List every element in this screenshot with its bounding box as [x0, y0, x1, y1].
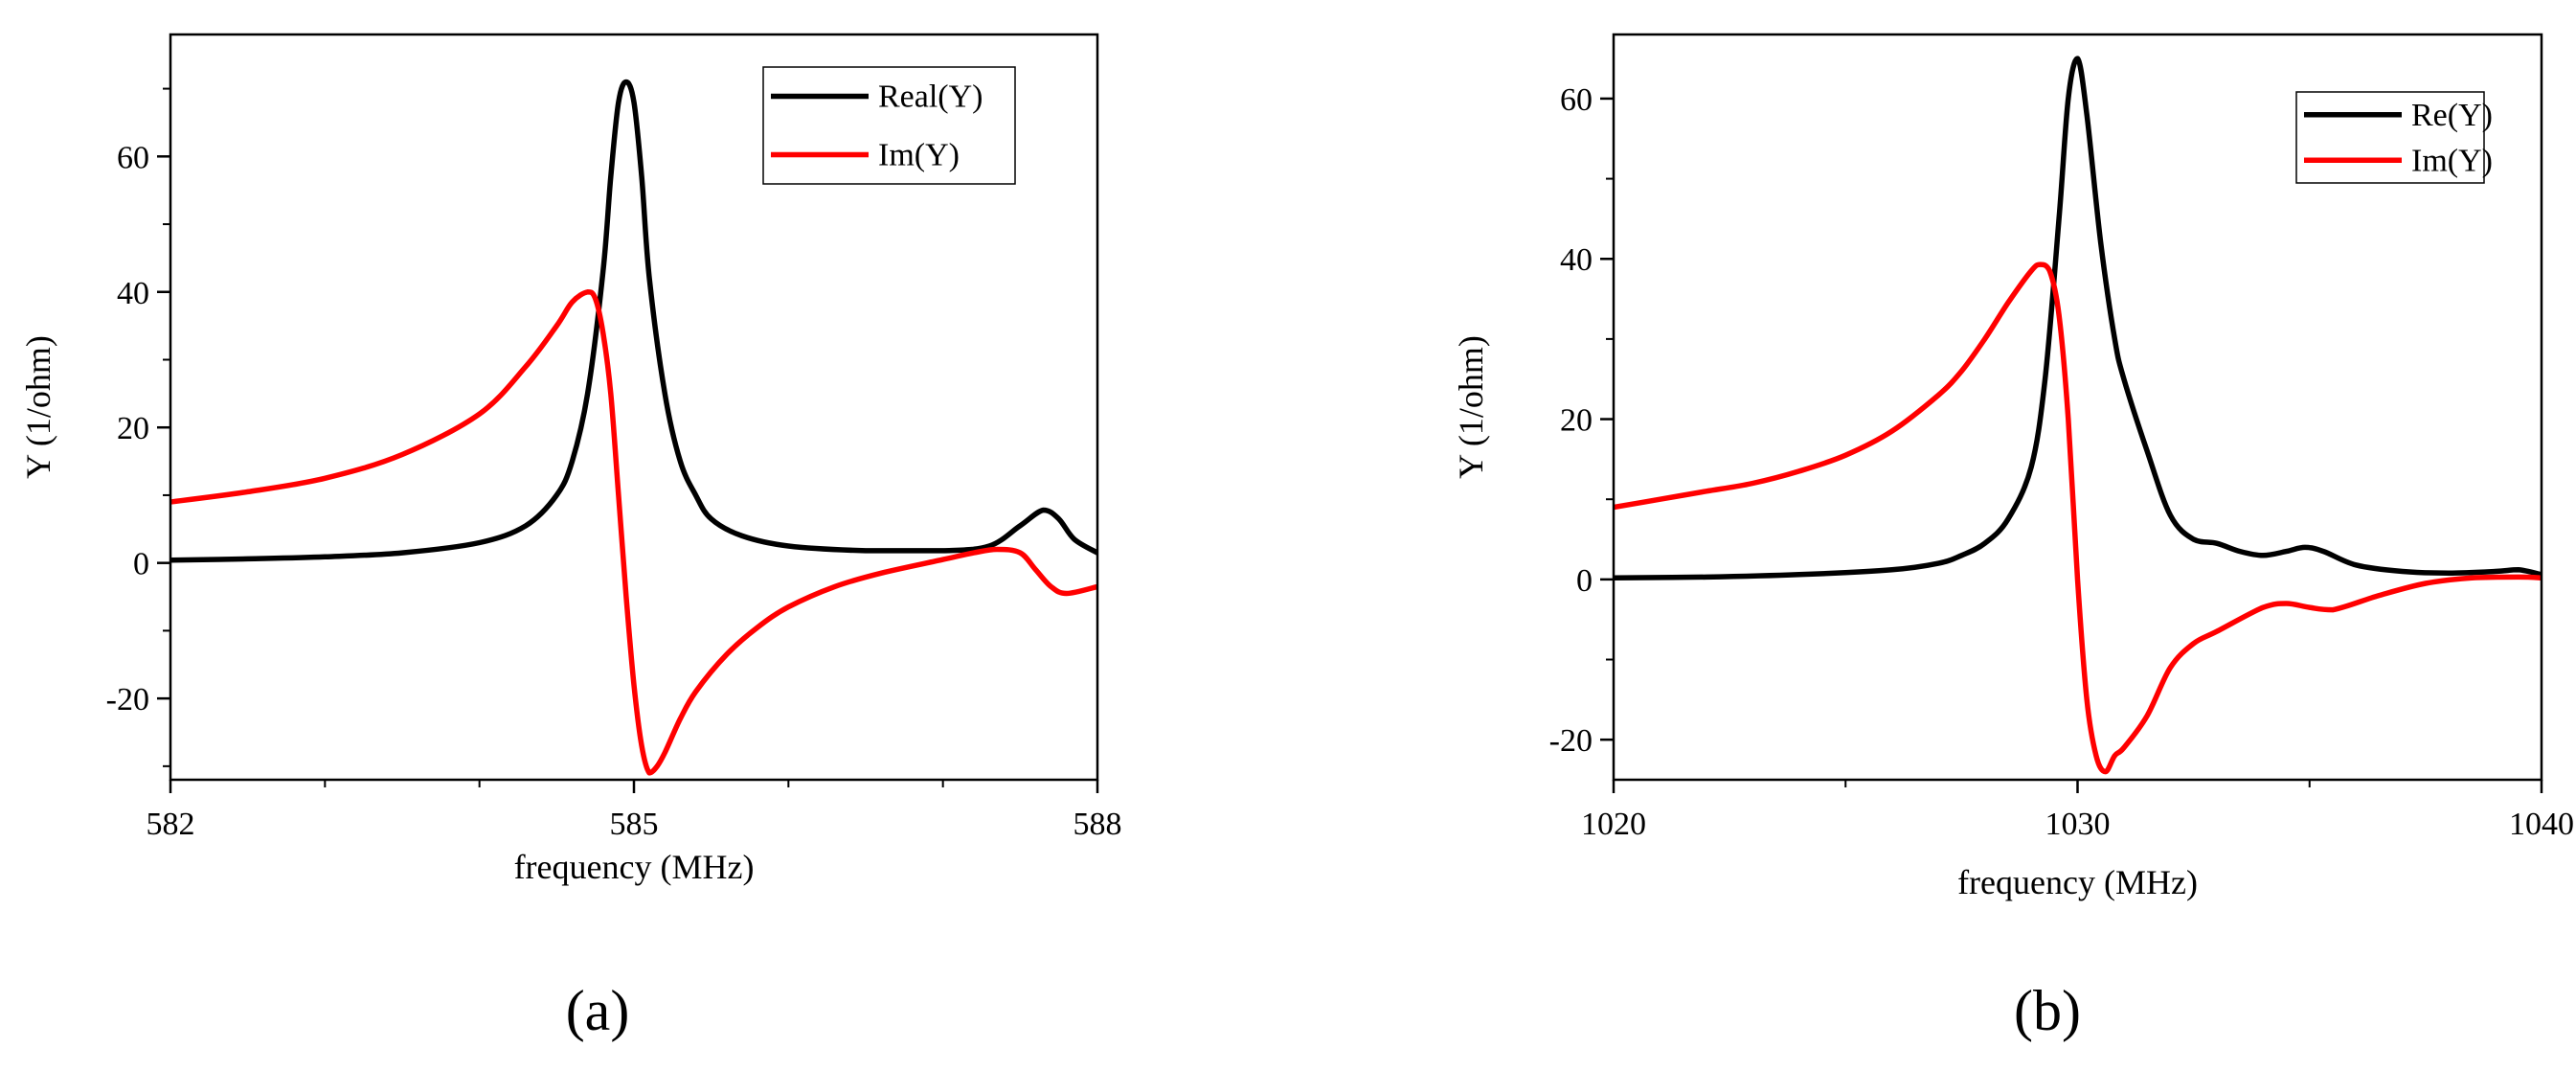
panel-b-x-axis-title: frequency (MHz) — [1957, 863, 2198, 901]
panel-b-legend-box — [2295, 91, 2485, 184]
panel-a-series-im-y-line — [170, 289, 1097, 776]
panel-a-legend-label-im-y: Im(Y) — [878, 138, 960, 173]
panel-b-y-axis-title: Y (1/ohm) — [1452, 335, 1490, 479]
panel-b-series-re-y-line — [1614, 56, 2542, 581]
panel-a-y-tick-label: 0 — [133, 547, 149, 582]
panel-b-x-tick-label: 1030 — [2045, 807, 2111, 842]
panel-a-y-tick-label: 20 — [117, 411, 149, 446]
panel-a-y-tick-label: 60 — [117, 140, 149, 175]
panel-a-legend-box — [762, 66, 1016, 185]
panel-a-y-axis-title: Y (1/ohm) — [19, 335, 57, 479]
panel-b-x-tick-label: 1020 — [1581, 807, 1646, 842]
panel-b-y-tick-label: 20 — [1560, 403, 1593, 439]
panel-a-legend: Real(Y) Im(Y) — [762, 66, 1016, 185]
panel-a-x-axis-title: frequency (MHz) — [514, 848, 755, 886]
panel-a-y-tick-label: 40 — [117, 276, 149, 311]
panel-b-legend-label-im-y: Im(Y) — [2411, 143, 2493, 178]
panel-a-label: (a) — [566, 979, 630, 1042]
panel-a-y-tick-label: -20 — [106, 682, 149, 717]
panel-b-series-group — [1614, 56, 2542, 775]
panel-b-legend-label-re-y: Re(Y) — [2411, 98, 2493, 133]
panel-a-series-real-y-line — [170, 79, 1097, 563]
panel-b-y-tick-label: 60 — [1560, 82, 1593, 118]
panel-a-x-tick-label: 588 — [1073, 807, 1122, 842]
panel-b-y-tick-label: -20 — [1549, 723, 1593, 759]
panel-b-legend: Re(Y) Im(Y) — [2295, 91, 2493, 184]
panel-b-y-tick-label: 0 — [1576, 563, 1593, 599]
panel-a-series-group — [170, 79, 1097, 776]
chart-panel-b: -20 0 20 40 60 1020 1030 1040 frequency (MHz) Y (… — [1452, 33, 2574, 901]
chart-panel-a: -20 0 20 40 60 582 585 588 frequency (MHz) Y (1/o… — [19, 33, 1122, 886]
panel-a-x-tick-label: 585 — [610, 807, 659, 842]
panel-b-label: (b) — [2014, 979, 2081, 1042]
panel-b-x-tick-label: 1040 — [2509, 807, 2574, 842]
panel-b-y-tick-label: 40 — [1560, 242, 1593, 278]
panel-b-series-im-y-line — [1614, 262, 2542, 775]
panel-a-legend-label-real-y: Real(Y) — [878, 80, 983, 115]
panel-a-x-tick-label: 582 — [147, 807, 195, 842]
